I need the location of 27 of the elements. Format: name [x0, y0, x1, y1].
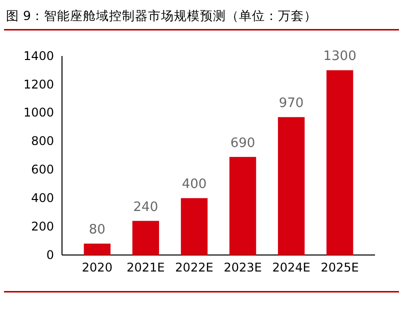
- y-tick-label: 400: [31, 190, 54, 205]
- x-tick-label: 2021E: [126, 260, 165, 275]
- y-tick-label: 1200: [23, 77, 54, 92]
- data-label: 1300: [323, 49, 356, 64]
- bar: [278, 117, 305, 255]
- data-label: 970: [278, 96, 304, 112]
- y-tick-label: 200: [31, 219, 54, 234]
- data-label: 400: [182, 177, 207, 192]
- y-tick-label: 1000: [23, 106, 54, 120]
- bar: [229, 156, 256, 255]
- bar: [132, 220, 160, 255]
- bar: [84, 244, 111, 255]
- bar: [326, 70, 354, 255]
- data-label: 690: [230, 136, 256, 151]
- bar: [180, 198, 208, 255]
- y-tick-label: 0: [46, 248, 54, 262]
- x-tick-label: 2022E: [175, 260, 214, 275]
- data-label: 80: [88, 222, 106, 238]
- y-tick-label: 1400: [23, 48, 54, 63]
- data-label: 240: [133, 200, 158, 215]
- x-tick-label: 2025E: [320, 260, 359, 275]
- x-tick-label: 2024E: [272, 260, 310, 275]
- y-tick-label: 600: [31, 162, 54, 177]
- x-tick-label: 2023E: [224, 260, 262, 275]
- chart-title: 图 9：智能座舱域控制器市场规模预测（单位：万套）: [6, 8, 317, 23]
- y-tick-label: 800: [31, 134, 54, 148]
- x-tick-label: 2020: [82, 260, 112, 275]
